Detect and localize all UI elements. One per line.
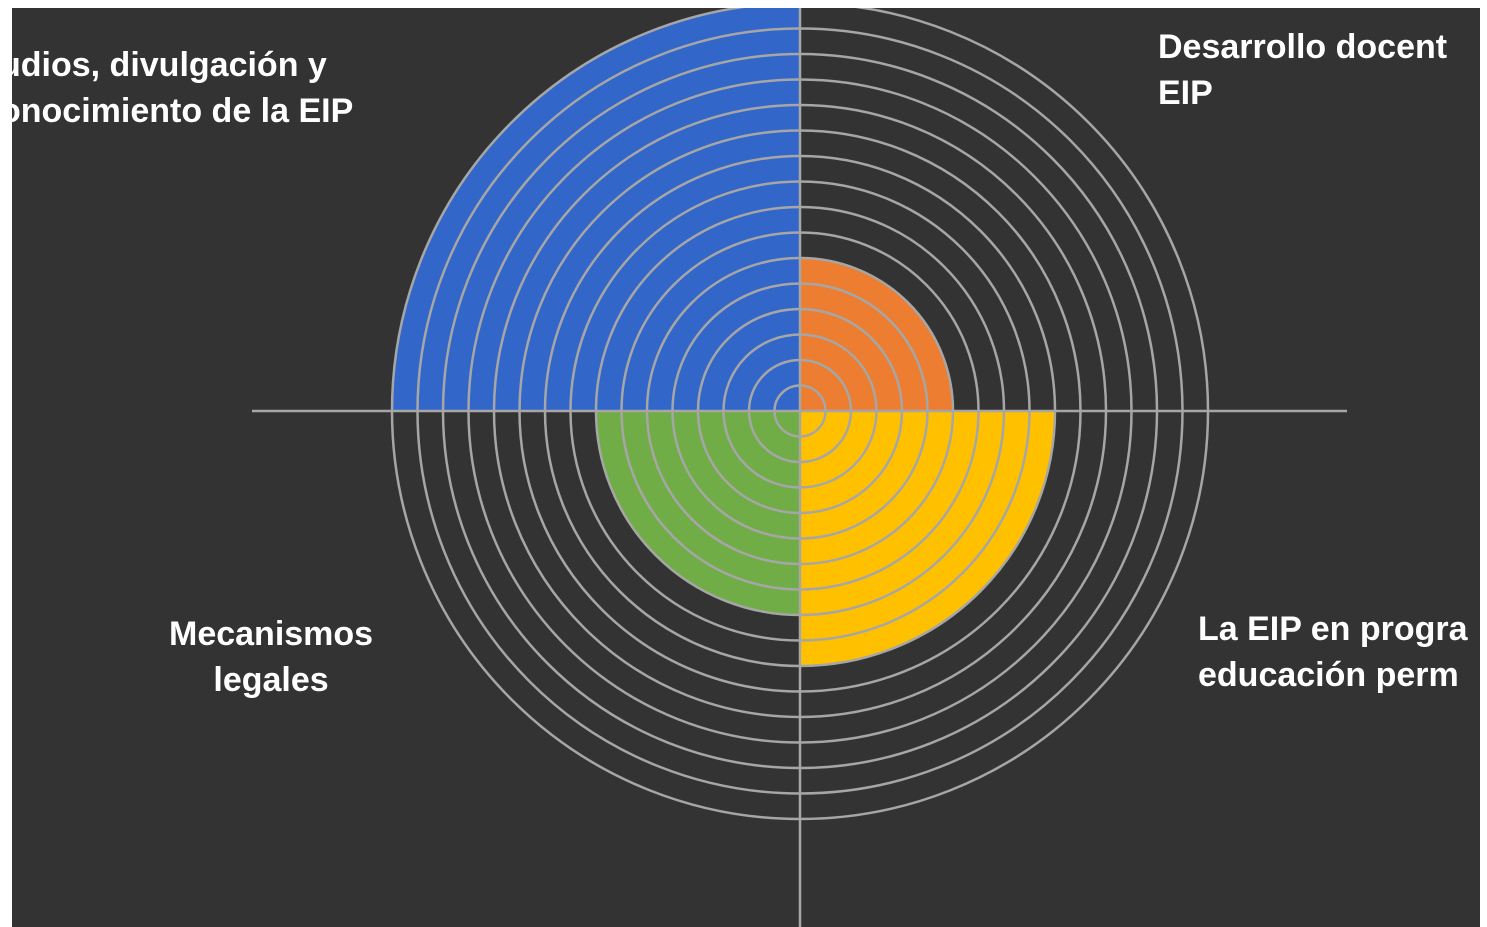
sector-label-top-left-line-2: onocimiento de la EIP xyxy=(12,92,354,130)
sector-label-top-left-line-1: udios, divulgación y xyxy=(12,46,327,84)
sectors-layer xyxy=(392,8,1055,666)
sector-label-bottom-right-line-1: La EIP en progra xyxy=(1198,610,1468,648)
sector-bottom-left xyxy=(596,411,800,615)
sector-top-left xyxy=(392,8,800,411)
sector-label-top-right-line-1: Desarrollo docent xyxy=(1158,28,1448,66)
grid-layer xyxy=(252,8,1347,927)
sector-label-bottom-left-line-2: legales xyxy=(213,661,329,699)
sector-label-bottom-left: Mecanismos legales xyxy=(169,611,373,703)
sector-label-bottom-right-line-2: educación perm xyxy=(1198,656,1459,694)
polar-chart xyxy=(252,8,1347,927)
sector-label-bottom-left-line-1: Mecanismos xyxy=(169,615,374,653)
sector-label-top-left: udios, divulgación y onocimiento de la E… xyxy=(12,42,353,134)
sector-label-top-right-line-2: EIP xyxy=(1158,74,1213,112)
chart-canvas: udios, divulgación y onocimiento de la E… xyxy=(12,8,1480,927)
sector-label-top-right: Desarrollo docent EIP xyxy=(1158,24,1447,116)
sector-top-right xyxy=(800,258,953,411)
sector-bottom-right xyxy=(800,411,1055,666)
sector-label-bottom-right: La EIP en progra educación perm xyxy=(1198,606,1468,698)
